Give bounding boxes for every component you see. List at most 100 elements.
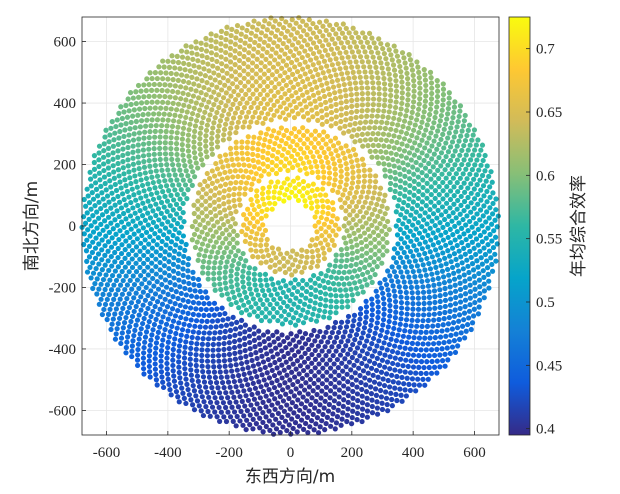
heliostat-point (401, 148, 408, 154)
heliostat-point (185, 55, 191, 61)
heliostat-point (352, 280, 358, 286)
heliostat-point (162, 249, 168, 255)
heliostat-point (402, 264, 408, 270)
heliostat-point (173, 389, 180, 395)
heliostat-point (112, 202, 118, 208)
heliostat-point (326, 32, 332, 38)
heliostat-point (379, 119, 385, 125)
heliostat-point (387, 98, 394, 104)
heliostat-point (422, 228, 428, 234)
heliostat-point (317, 154, 323, 160)
heliostat-point (479, 142, 486, 148)
heliostat-point (291, 114, 298, 121)
heliostat-point (410, 164, 416, 170)
heliostat-point (169, 156, 175, 162)
heliostat-point (388, 336, 394, 342)
heliostat-point (207, 227, 213, 233)
heliostat-point (204, 358, 211, 364)
heliostat-point (180, 260, 186, 266)
heliostat-point (417, 85, 423, 91)
heliostat-point (323, 141, 329, 147)
heliostat-point (179, 327, 186, 333)
heliostat-point (432, 195, 438, 202)
heliostat-point (204, 170, 210, 177)
heliostat-point (406, 196, 412, 202)
heliostat-point (228, 273, 234, 279)
heliostat-point (422, 145, 428, 151)
heliostat-point (416, 268, 422, 274)
heliostat-point (313, 104, 319, 110)
heliostat-point (81, 196, 87, 203)
heliostat-point (227, 327, 234, 333)
heliostat-point (389, 264, 395, 270)
heliostat-point (216, 358, 222, 364)
heliostat-point (261, 105, 267, 112)
heliostat-point (437, 293, 443, 299)
heliostat-point (213, 213, 219, 219)
heliostat-point (381, 161, 387, 167)
heliostat-point (180, 272, 186, 279)
heliostat-point (174, 151, 180, 158)
heliostat-point (217, 118, 224, 124)
heliostat-point (177, 337, 183, 344)
heliostat-point (468, 157, 474, 163)
heliostat-point (438, 263, 444, 269)
heliostat-point (166, 64, 173, 70)
heliostat-point (217, 210, 223, 216)
heliostat-point (353, 377, 359, 383)
heliostat-point (338, 179, 344, 185)
heliostat-point (175, 157, 181, 163)
heliostat-point (111, 296, 117, 302)
heliostat-point (343, 287, 349, 293)
heliostat-point (247, 422, 253, 428)
heliostat-point (255, 159, 261, 165)
heliostat-point (120, 233, 126, 239)
heliostat-point (283, 283, 289, 289)
heliostat-point (424, 278, 431, 284)
heliostat-point (362, 49, 368, 55)
heliostat-point (203, 404, 209, 410)
heliostat-point (375, 299, 381, 305)
heliostat-point (168, 177, 174, 183)
heliostat-point (330, 143, 337, 149)
heliostat-point (310, 92, 317, 98)
heliostat-point (153, 316, 159, 322)
heliostat-point (365, 131, 371, 137)
heliostat-point (141, 252, 147, 259)
heliostat-point (457, 286, 464, 293)
heliostat-point (326, 146, 332, 152)
heliostat-point (358, 335, 365, 341)
heliostat-point (428, 237, 434, 243)
heliostat-point (357, 311, 364, 317)
heliostat-point (254, 96, 260, 102)
heliostat-point (234, 271, 240, 277)
heliostat-point (408, 358, 414, 364)
heliostat-point (193, 306, 199, 312)
heliostat-point (233, 35, 239, 41)
heliostat-point (270, 306, 277, 312)
heliostat-point (111, 282, 117, 288)
heliostat-point (187, 178, 193, 184)
heliostat-point (372, 218, 378, 224)
heliostat-point (265, 252, 272, 259)
heliostat-point (267, 318, 273, 324)
heliostat-point (188, 372, 194, 378)
heliostat-point (408, 115, 414, 121)
heliostat-point (177, 113, 183, 119)
heliostat-point (278, 138, 285, 144)
heliostat-point (200, 258, 207, 265)
heliostat-point (198, 40, 204, 46)
heliostat-point (195, 206, 201, 212)
heliostat-point (445, 149, 452, 155)
heliostat-point (124, 282, 131, 288)
heliostat-point (147, 374, 153, 380)
heliostat-point (266, 418, 272, 424)
heliostat-point (90, 285, 96, 292)
heliostat-point (278, 31, 285, 37)
heliostat-point (121, 171, 127, 177)
heliostat-point (381, 311, 387, 317)
heliostat-point (376, 381, 383, 387)
heliostat-point (194, 239, 200, 245)
heliostat-point (415, 301, 422, 307)
heliostat-point (135, 160, 142, 166)
